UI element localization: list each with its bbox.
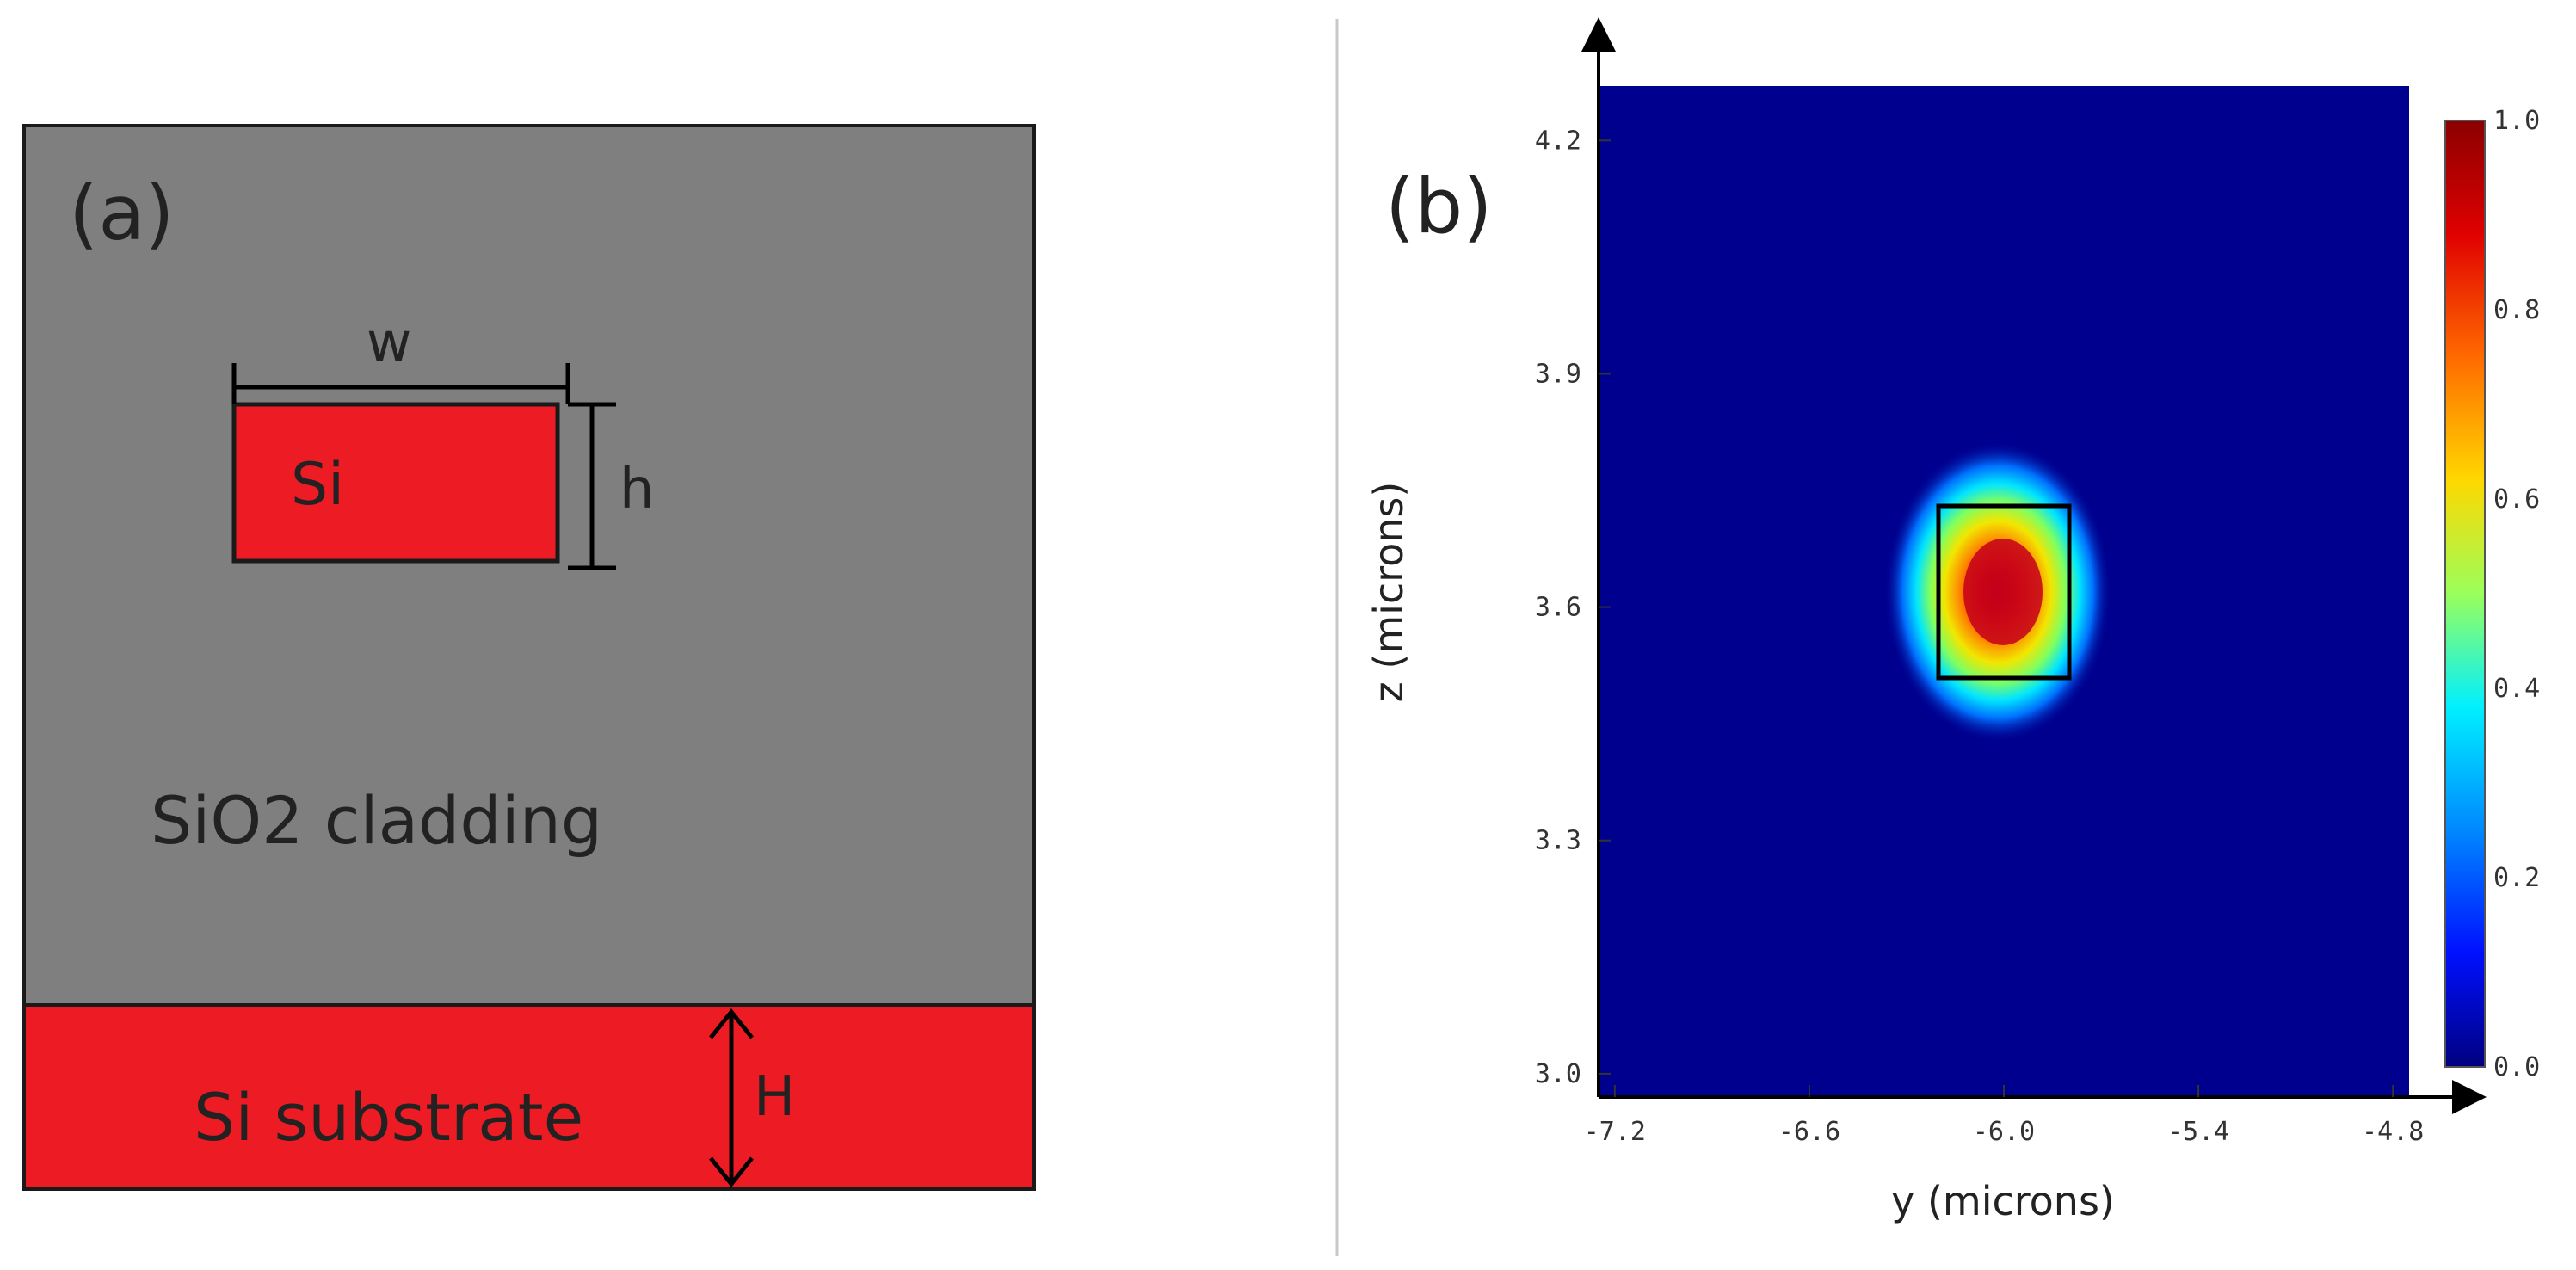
- colorbar-ticks: 1.0 0.8 0.6 0.4 0.2 0.0: [2493, 106, 2540, 1082]
- waveguide-core-label: Si: [291, 451, 344, 519]
- panel-b-mode-profile: (b) -7.2 -6.6 -6.0 -5.4 -4.8 4.2 3.9 3.6 3.3 3.0…: [1365, 17, 2540, 1224]
- y-axis-label: z (microns): [1365, 482, 1412, 703]
- colorbar-tick-label: 0.0: [2493, 1052, 2540, 1082]
- y-tick-label: 3.3: [1535, 826, 1581, 856]
- x-tick-marks: -7.2 -6.6 -6.0 -5.4 -4.8: [1584, 1085, 2424, 1147]
- mode-field-peak: [1963, 539, 2043, 645]
- x-tick-label: -6.0: [1973, 1117, 2035, 1147]
- si-substrate-region: [22, 1003, 1036, 1191]
- panel-b-label: (b): [1385, 162, 1493, 250]
- x-tick-label: -7.2: [1584, 1117, 1646, 1147]
- panel-a-label: (a): [69, 169, 175, 257]
- substrate-height-arrow: [709, 1008, 754, 1188]
- y-tick-label: 4.2: [1535, 126, 1581, 156]
- colorbar: [2444, 120, 2486, 1068]
- sio2-cladding-region: [22, 124, 1036, 1007]
- panel-a-schematic: (a) Si SiO2 cladding Si substrate w h H: [22, 124, 1036, 1191]
- colorbar-tick-label: 0.2: [2493, 863, 2540, 893]
- width-label: w: [367, 311, 411, 375]
- colorbar-tick-label: 0.8: [2493, 295, 2540, 325]
- si-waveguide-core: [231, 402, 560, 564]
- x-tick-label: -5.4: [2167, 1117, 2229, 1147]
- height-dimension-marker: [568, 402, 616, 570]
- colorbar-tick-label: 0.4: [2493, 674, 2540, 704]
- y-tick-label: 3.0: [1535, 1059, 1581, 1089]
- height-label: h: [619, 458, 655, 521]
- substrate-label: Si substrate: [194, 1079, 583, 1156]
- colorbar-tick-label: 0.6: [2493, 484, 2540, 515]
- colorbar-tick-label: 1.0: [2493, 106, 2540, 136]
- y-tick-label: 3.9: [1535, 359, 1581, 389]
- x-tick-label: -6.6: [1778, 1117, 1840, 1147]
- y-tick-marks: 4.2 3.9 3.6 3.3 3.0: [1535, 126, 1611, 1089]
- x-tick-label: -4.8: [2362, 1117, 2424, 1147]
- y-tick-label: 3.6: [1535, 593, 1581, 623]
- substrate-height-label: H: [754, 1065, 795, 1129]
- width-dimension-marker: [231, 363, 570, 404]
- waveguide-outline-box: [1936, 503, 2072, 681]
- x-axis-label: y (microns): [1891, 1178, 2115, 1224]
- cladding-label: SiO2 cladding: [151, 782, 602, 859]
